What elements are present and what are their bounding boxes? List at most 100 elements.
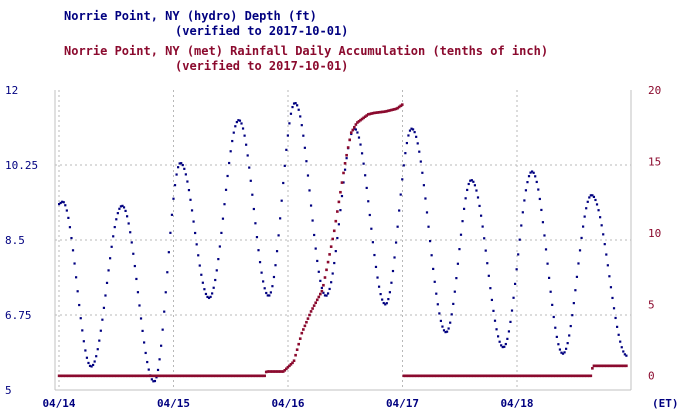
rainfall-point — [323, 276, 327, 279]
depth-point — [177, 166, 180, 169]
depth-point — [492, 309, 495, 312]
rainfall-point — [298, 337, 302, 340]
depth-point — [316, 259, 319, 263]
rainfall-point — [181, 374, 185, 378]
depth-point — [175, 173, 178, 176]
rainfall-point — [390, 108, 393, 112]
rainfall-point — [319, 292, 322, 296]
rainfall-point — [612, 364, 616, 368]
depth-point — [79, 317, 82, 320]
rainfall-point — [243, 374, 246, 378]
rainfall-point — [329, 245, 333, 248]
depth-point — [388, 291, 391, 294]
rainfall-point — [260, 374, 263, 378]
rainfall-point — [451, 374, 455, 378]
rainfall-point — [84, 374, 87, 378]
rainfall-point — [447, 374, 450, 378]
rainfall-point — [141, 374, 144, 378]
rainfall-point — [162, 374, 166, 378]
depth-point — [153, 379, 157, 383]
rainfall-point — [266, 370, 270, 373]
rainfall-point — [564, 374, 568, 378]
rainfall-point — [504, 374, 508, 378]
depth-point — [124, 209, 127, 213]
depth-point — [432, 267, 435, 271]
depth-point — [218, 245, 221, 248]
rainfall-point — [527, 374, 531, 378]
depth-point — [113, 225, 116, 229]
depth-point — [506, 337, 509, 340]
depth-point — [303, 146, 306, 149]
rainfall-point — [399, 104, 403, 108]
tick-labels: 12 10.25 8.5 6.75 5 20 15 10 5 0 04/14 04/15 04/16 04… — [5, 84, 679, 410]
depth-point — [289, 112, 293, 115]
depth-point — [296, 104, 299, 107]
rainfall-point — [209, 374, 212, 378]
rainfall-point — [166, 374, 169, 378]
rainfall-point — [365, 114, 369, 117]
depth-point — [283, 164, 286, 167]
depth-point — [87, 361, 90, 365]
depth-point — [186, 180, 189, 183]
rainfall-point — [82, 374, 86, 378]
depth-point — [246, 154, 249, 157]
series-rainfall — [57, 103, 628, 378]
depth-point — [534, 175, 537, 178]
rainfall-point — [320, 289, 324, 293]
depth-point — [197, 254, 200, 257]
rainfall-point — [387, 109, 390, 113]
depth-point — [228, 161, 231, 165]
rainfall-point — [325, 268, 328, 272]
depth-point — [608, 275, 611, 278]
depth-point — [90, 365, 93, 368]
depth-point — [381, 298, 384, 301]
rainfall-point — [70, 374, 73, 378]
depth-point — [129, 231, 132, 234]
depth-point — [442, 329, 446, 332]
depth-point — [112, 235, 115, 238]
depth-point — [435, 292, 438, 295]
chart-title: Norrie Point, NY (hydro) Depth (ft)(veri… — [64, 9, 548, 73]
depth-point — [430, 254, 433, 257]
depth-point — [591, 194, 594, 197]
rainfall-point — [371, 111, 375, 115]
depth-point — [260, 271, 263, 274]
rainfall-point — [213, 374, 217, 378]
depth-point — [614, 316, 617, 320]
depth-point — [589, 194, 592, 197]
depth-point — [215, 269, 218, 272]
depth-point — [178, 162, 181, 165]
rainfall-point — [227, 374, 231, 378]
rainfall-point — [331, 237, 334, 241]
rainfall-point — [88, 374, 92, 378]
rainfall-point — [456, 374, 460, 378]
depth-point — [373, 253, 376, 257]
depth-point — [404, 152, 407, 155]
rainfall-point — [131, 374, 135, 378]
rainfall-point — [251, 374, 254, 378]
rainfall-point — [340, 181, 344, 184]
rainfall-point — [277, 370, 280, 373]
depth-point — [138, 304, 141, 307]
depth-point — [394, 241, 398, 244]
rainfall-point — [311, 307, 314, 310]
depth-point — [136, 291, 140, 294]
depth-point — [554, 326, 557, 329]
depth-point — [198, 264, 201, 267]
rainfall-point — [536, 374, 540, 378]
rainfall-point — [76, 374, 79, 378]
depth-point — [201, 281, 204, 284]
rainfall-point — [578, 374, 582, 378]
rainfall-point — [172, 374, 175, 378]
rainfall-point — [572, 374, 576, 378]
depth-point — [529, 171, 532, 174]
depth-point — [59, 201, 62, 205]
rainfall-point — [492, 374, 495, 378]
depth-point — [568, 334, 571, 337]
rainfall-point — [623, 364, 627, 368]
rainfall-point — [169, 374, 172, 378]
rainfall-point — [490, 374, 494, 378]
rainfall-point — [530, 374, 534, 378]
depth-point — [565, 347, 568, 350]
depth-point — [472, 180, 475, 183]
